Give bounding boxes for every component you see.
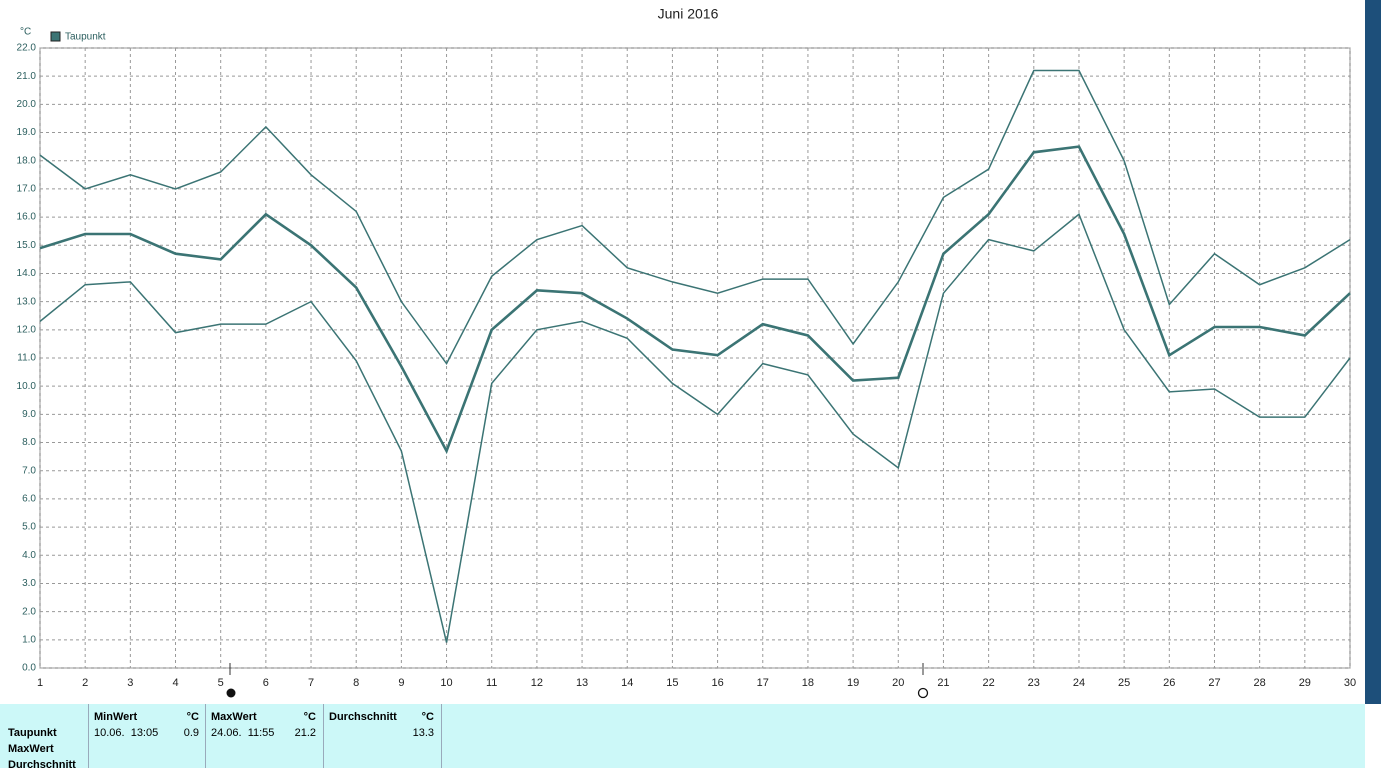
table-cell: 13.3 [412,727,434,739]
x-tick-label: 16 [711,677,723,689]
chart: Juni 2016 °C 0.0 1.0 2.0 3.0 4.0 5.0 6.0 7.0 8.0… [17,0,1381,704]
y-tick-label: 21.0 [17,71,37,82]
x-tick-label: 27 [1208,677,1220,689]
x-tick-label: 2 [82,677,88,689]
stats-table: Taupunkt MaxWert Durchschnitt MinWert °C 1… [0,704,1365,768]
y-tick-label: 0.0 [22,663,36,674]
x-tick-label: 25 [1118,677,1130,689]
y-tick-label: 16.0 [17,212,37,223]
y-tick-label: 17.0 [17,184,37,195]
y-unit: °C [20,27,31,38]
x-tick-label: 5 [218,677,224,689]
row-label: Taupunkt [8,727,57,739]
chart-title: Juni 2016 [658,6,719,22]
x-tick-label: 10 [440,677,452,689]
y-tick-label: 20.0 [17,99,37,110]
y-tick-label: 2.0 [22,606,36,617]
row-label: Durchschnitt [8,759,76,768]
table-cell: 10.06. 13:05 [94,727,159,739]
table-cell: 24.06. 11:55 [211,727,275,739]
y-tick-label: 19.0 [17,127,37,138]
x-tick-label: 11 [486,677,497,689]
x-tick-label: 1 [37,677,43,689]
x-tick-label: 8 [353,677,359,689]
new-moon-icon [226,688,236,698]
x-tick-label: 7 [308,677,314,689]
x-tick-label: 21 [937,677,949,689]
table-cell: Durchschnitt [329,711,397,723]
column-separator [323,704,324,768]
y-tick-label: 10.0 [17,381,37,392]
column-separator [88,704,89,768]
x-tick-label: 28 [1254,677,1266,689]
y-tick-label: 14.0 [17,268,37,279]
x-tick-label: 19 [847,677,859,689]
table-cell: °C [303,711,316,723]
desktop-edge [1365,0,1381,704]
table-cell: 21.2 [294,727,316,739]
y-tick-label: 6.0 [22,494,36,505]
y-tick-label: 13.0 [17,296,37,307]
legend-swatch [50,31,61,42]
y-tick-label: 9.0 [22,409,36,420]
x-tick-label: 23 [1028,677,1040,689]
x-tick-label: 13 [576,677,588,689]
y-tick-label: 22.0 [17,43,37,54]
table-cell: °C [421,711,434,723]
y-tick-label: 18.0 [17,155,37,166]
x-tick-label: 18 [802,677,814,689]
legend-label: Taupunkt [65,32,106,43]
y-tick-label: 4.0 [22,550,36,561]
column-separator [205,704,206,768]
x-tick-label: 15 [666,677,678,689]
y-tick-label: 15.0 [17,240,37,251]
series-line [39,213,1351,643]
x-tick-label: 12 [531,677,543,689]
table-cell: 0.9 [183,727,199,739]
series-line [39,69,1351,366]
table-cell: MaxWert [211,711,257,723]
x-tick-label: 20 [892,677,904,689]
column-separator [441,704,442,768]
x-tick-label: 6 [263,677,269,689]
table-cell: °C [186,711,199,723]
x-tick-label: 30 [1344,677,1356,689]
y-tick-label: 7.0 [22,465,36,476]
row-label: MaxWert [8,743,54,755]
y-tick-label: 1.0 [22,634,36,645]
series-line [39,145,1351,455]
x-tick-label: 4 [172,677,178,689]
x-tick-label: 22 [982,677,994,689]
y-tick-label: 3.0 [22,578,36,589]
x-tick-label: 3 [127,677,133,689]
x-tick-label: 24 [1073,677,1085,689]
y-tick-label: 5.0 [22,522,36,533]
x-tick-label: 9 [398,677,404,689]
x-tick-label: 17 [757,677,769,689]
y-tick-label: 12.0 [17,324,37,335]
x-tick-label: 29 [1299,677,1311,689]
full-moon-icon [917,687,929,699]
x-tick-label: 26 [1163,677,1175,689]
y-tick-label: 11.0 [17,353,36,364]
table-cell: MinWert [94,711,138,723]
y-tick-label: 8.0 [22,437,36,448]
x-tick-label: 14 [621,677,633,689]
